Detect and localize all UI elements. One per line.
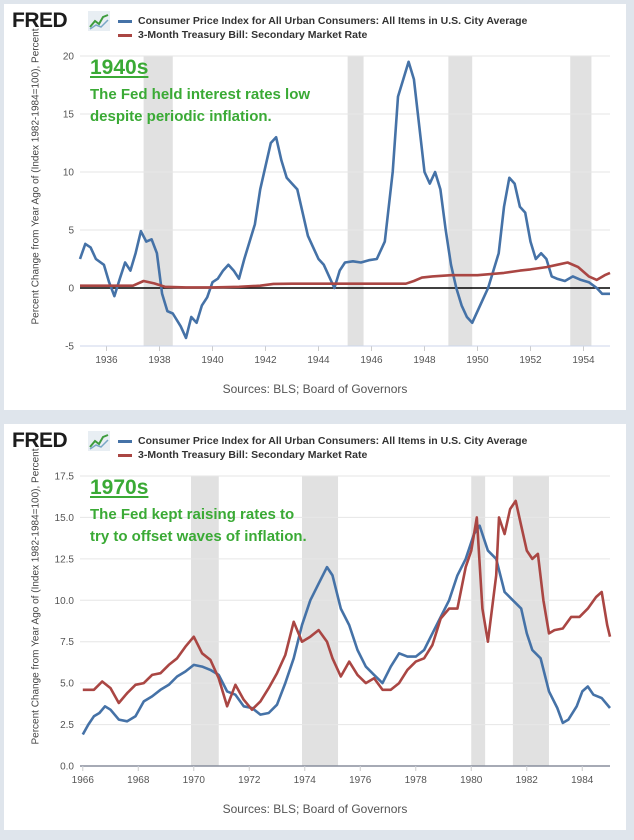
x-tick-label: 1968 xyxy=(127,775,150,786)
legend-item-tbill[interactable]: 3-Month Treasury Bill: Secondary Market … xyxy=(118,448,527,462)
y-tick-label: 10.0 xyxy=(55,596,75,607)
recession-band xyxy=(190,476,219,766)
chart-panel-1940s: FRED Consumer Price Index for All Urban … xyxy=(4,4,626,410)
recession-band xyxy=(570,56,592,346)
recession-band xyxy=(301,476,339,766)
recession-band xyxy=(471,476,486,766)
fred-spark-icon xyxy=(88,11,110,31)
series-line-cpi xyxy=(78,60,610,340)
y-tick-label: 12.5 xyxy=(55,554,75,565)
annotation-line-2: try to offset waves of inflation. xyxy=(90,528,307,545)
y-tick-label: 0 xyxy=(68,284,74,295)
recession-band xyxy=(512,476,549,766)
y-tick-label: 10 xyxy=(63,168,75,179)
legend-label-cpi: Consumer Price Index for All Urban Consu… xyxy=(138,435,528,447)
legend-swatch-cpi xyxy=(118,19,132,23)
x-tick-label: 1980 xyxy=(460,775,483,786)
series-line-tbill xyxy=(80,261,611,289)
sources-note: Sources: BLS; Board of Governors xyxy=(222,382,408,396)
x-tick-label: 1936 xyxy=(95,355,118,366)
recession-band xyxy=(143,56,173,346)
y-tick-label: 17.5 xyxy=(55,472,75,483)
legend-swatch-tbill xyxy=(118,33,132,37)
y-tick-label: 15.0 xyxy=(55,513,75,524)
x-tick-label: 1976 xyxy=(349,775,372,786)
annotation-line-1: The Fed kept raising rates to xyxy=(90,506,295,523)
line-chart-1940s: -5 0 5 10 15 20 1936 1938 1940 1942 1944 1946 1948 19… xyxy=(63,52,611,366)
sources-note: Sources: BLS; Board of Governors xyxy=(222,802,408,816)
legend-label-cpi: Consumer Price Index for All Urban Consu… xyxy=(138,15,528,27)
y-tick-label: 7.5 xyxy=(60,637,74,648)
fred-spark-icon xyxy=(88,431,110,451)
fred-logo: FRED xyxy=(12,9,68,32)
recession-band xyxy=(347,56,364,346)
chart-legend: Consumer Price Index for All Urban Consu… xyxy=(118,434,527,462)
x-tick-label: 1972 xyxy=(238,775,261,786)
x-tick-label: 1966 xyxy=(72,775,95,786)
series-line-cpi xyxy=(81,524,611,736)
legend-label-tbill: 3-Month Treasury Bill: Secondary Market … xyxy=(138,29,368,41)
x-tick-label: 1954 xyxy=(572,355,595,366)
y-tick-label: -5 xyxy=(65,342,74,353)
series-line-tbill xyxy=(82,499,612,712)
annotation-line-2: despite periodic inflation. xyxy=(90,108,272,125)
chart-panel-1970s: FRED Consumer Price Index for All Urban … xyxy=(4,424,626,830)
x-tick-label: 1970 xyxy=(183,775,206,786)
legend-swatch-tbill xyxy=(118,453,132,457)
legend-label-tbill: 3-Month Treasury Bill: Secondary Market … xyxy=(138,449,368,461)
y-tick-label: 5.0 xyxy=(60,679,74,690)
annotation-title: 1970s xyxy=(90,476,149,499)
x-tick-label: 1952 xyxy=(519,355,542,366)
x-tick-label: 1938 xyxy=(148,355,171,366)
x-tick-label: 1978 xyxy=(405,775,428,786)
legend-item-cpi[interactable]: Consumer Price Index for All Urban Consu… xyxy=(118,434,527,448)
x-tick-label: 1950 xyxy=(466,355,489,366)
y-tick-label: 20 xyxy=(63,52,75,63)
x-tick-label: 1982 xyxy=(516,775,539,786)
y-tick-label: 15 xyxy=(63,110,75,121)
x-tick-label: 1984 xyxy=(571,775,594,786)
y-tick-label: 5 xyxy=(68,226,74,237)
annotation-line-1: The Fed held interest rates low xyxy=(90,86,311,103)
line-chart-1970s: 0.0 2.5 5.0 7.5 10.0 12.5 15.0 17.5 1966 1968 1970… xyxy=(55,472,612,786)
legend-swatch-cpi xyxy=(118,439,132,443)
fred-logo: FRED xyxy=(12,429,68,452)
annotation-title: 1940s xyxy=(90,56,149,79)
x-tick-label: 1974 xyxy=(294,775,317,786)
x-tick-label: 1942 xyxy=(254,355,277,366)
y-tick-label: 2.5 xyxy=(60,720,74,731)
x-tick-label: 1940 xyxy=(201,355,224,366)
x-tick-label: 1944 xyxy=(307,355,330,366)
y-tick-label: 0.0 xyxy=(60,762,74,773)
annotation-1940s: 1940s The Fed held interest rates low de… xyxy=(90,56,310,128)
annotation-1970s: 1970s The Fed kept raising rates to try … xyxy=(90,476,307,548)
chart-legend: Consumer Price Index for All Urban Consu… xyxy=(118,14,527,42)
legend-item-cpi[interactable]: Consumer Price Index for All Urban Consu… xyxy=(118,14,527,28)
x-tick-label: 1946 xyxy=(360,355,383,366)
legend-item-tbill[interactable]: 3-Month Treasury Bill: Secondary Market … xyxy=(118,28,527,42)
x-tick-label: 1948 xyxy=(413,355,436,366)
